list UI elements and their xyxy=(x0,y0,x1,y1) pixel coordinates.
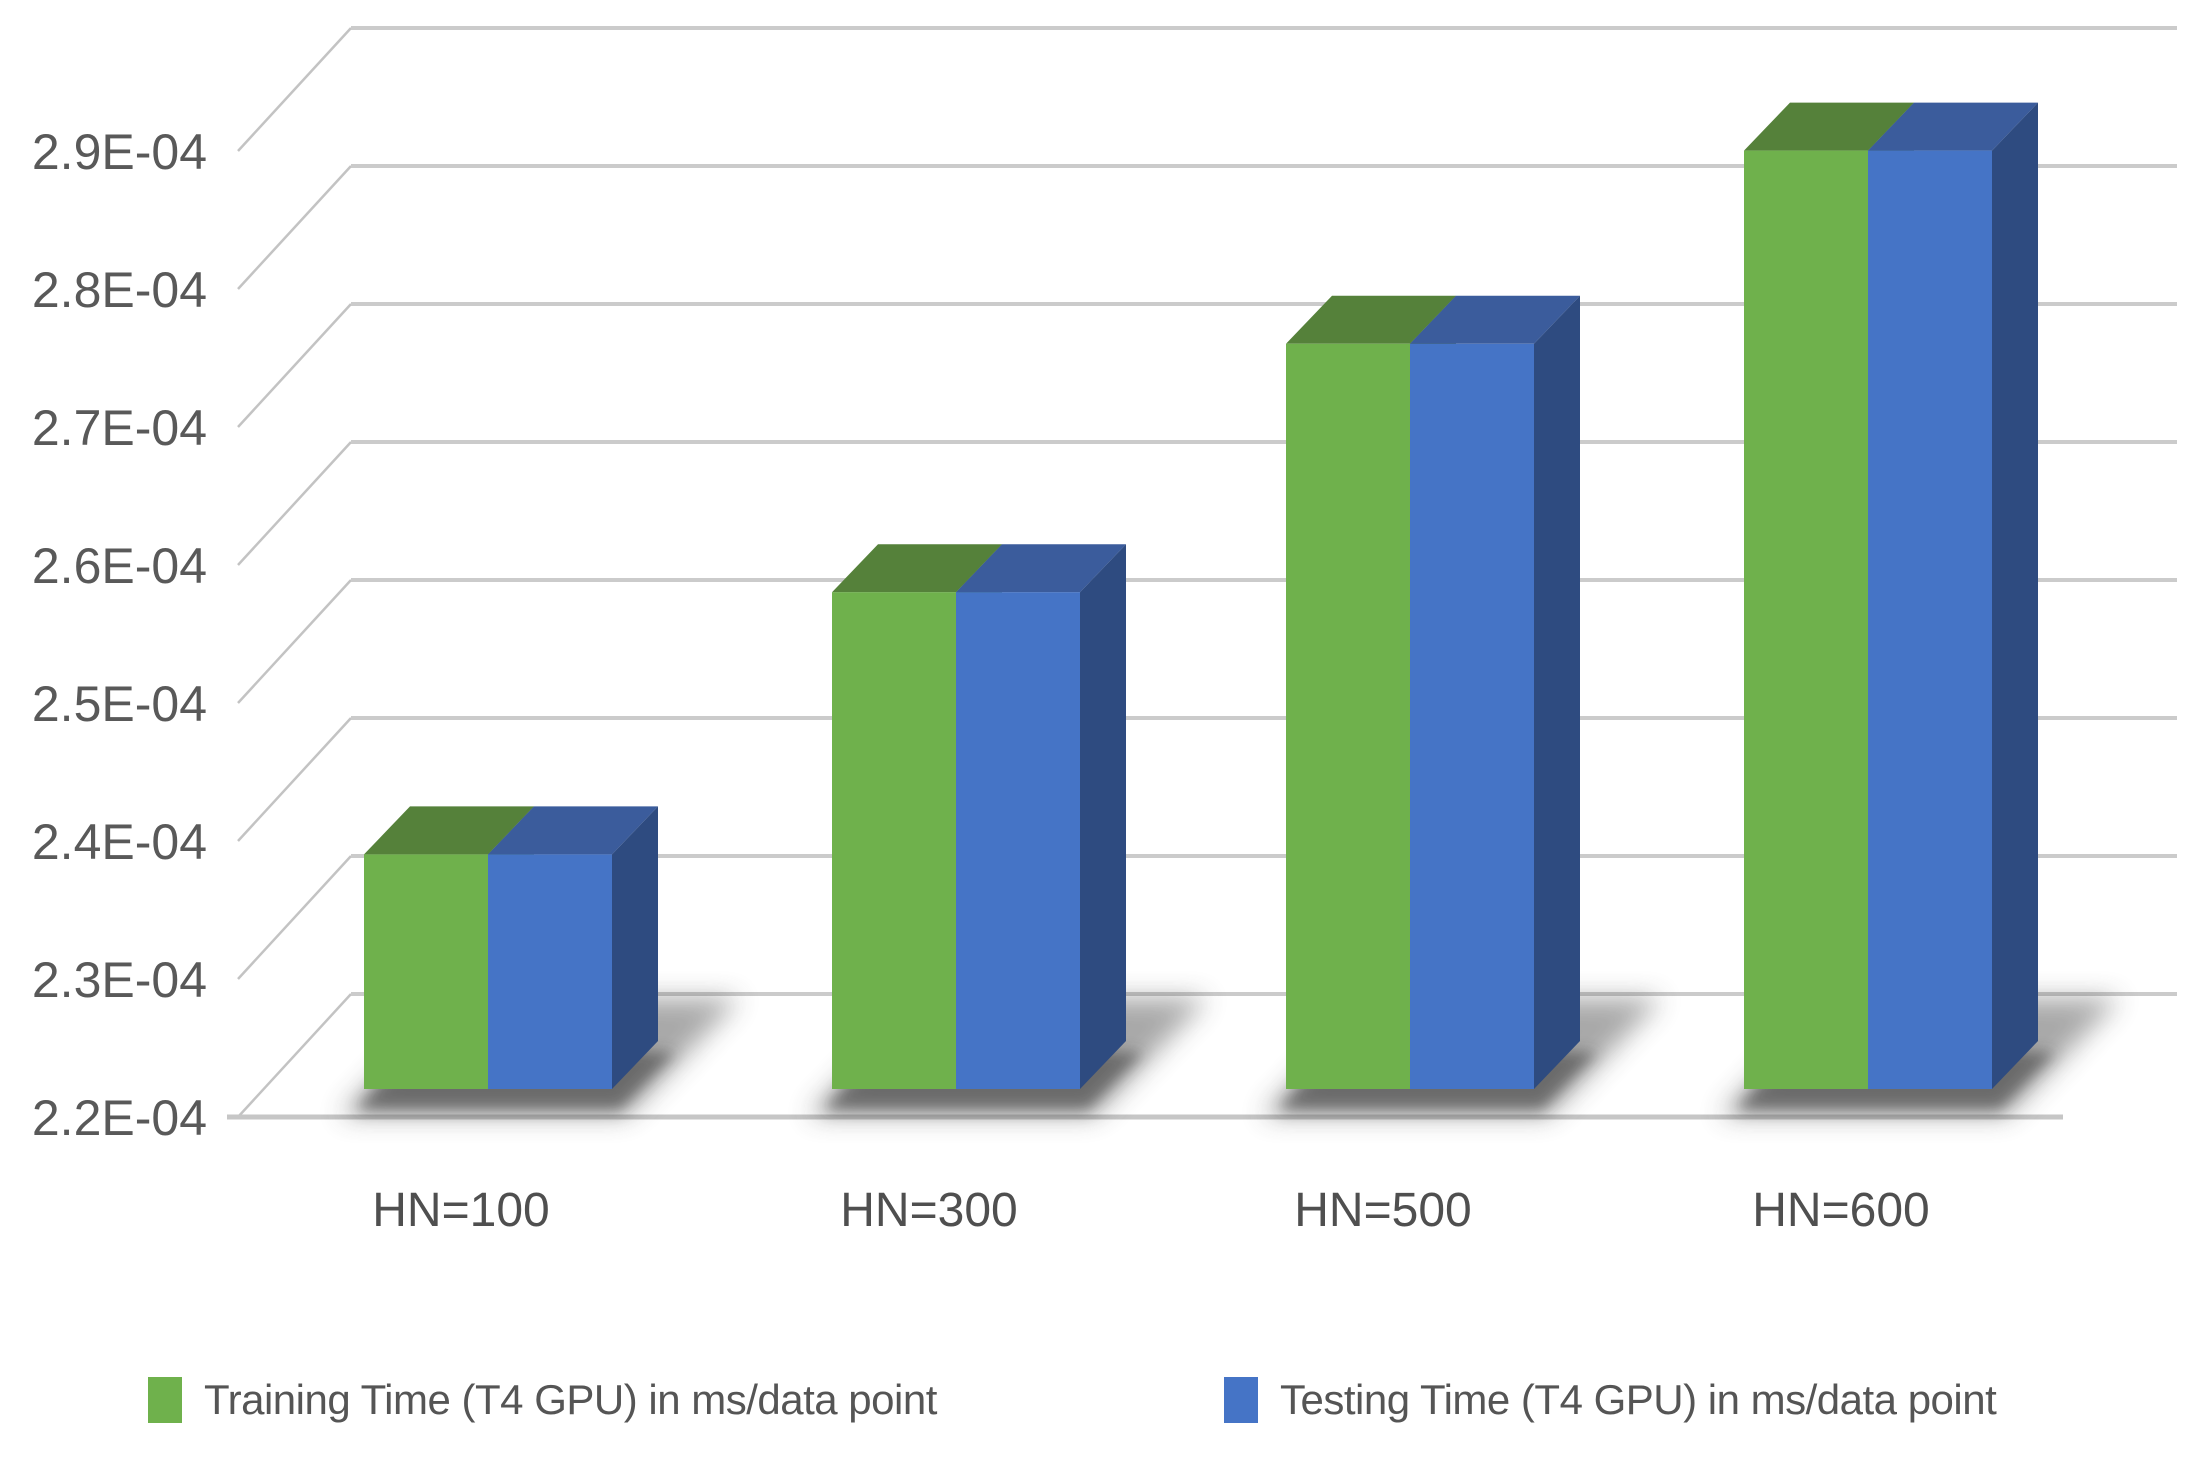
bar-top-face xyxy=(1286,295,1456,344)
y-axis-label: 2.8E-04 xyxy=(32,262,207,318)
legend-label-testing: Testing Time (T4 GPU) in ms/data point xyxy=(1280,1376,1997,1423)
y-axis-label: 2.9E-04 xyxy=(32,124,207,180)
legend-swatch xyxy=(1224,1377,1258,1423)
bar-top-face xyxy=(488,806,658,855)
y-axis-label: 2.3E-04 xyxy=(32,952,207,1008)
bar xyxy=(1868,102,2038,1090)
bar-top-face xyxy=(956,544,1126,593)
bar-front-face xyxy=(1410,343,1534,1089)
bar xyxy=(956,544,1126,1089)
bar xyxy=(488,806,658,1089)
y-axis-label: 2.6E-04 xyxy=(32,538,207,594)
bar-top-face xyxy=(364,806,534,855)
bar-top-face xyxy=(832,544,1002,593)
gridline-diagonal xyxy=(237,165,352,290)
gridline-diagonal xyxy=(237,993,352,1118)
gridline-diagonal xyxy=(237,717,352,842)
bar-front-face xyxy=(832,592,956,1089)
x-axis-label: HN=500 xyxy=(1294,1184,1471,1237)
bar-top-face xyxy=(1744,102,1914,151)
bar-front-face xyxy=(1868,150,1992,1090)
legend-label-training: Training Time (T4 GPU) in ms/data point xyxy=(204,1376,937,1423)
x-axis-label: HN=100 xyxy=(372,1184,549,1237)
legend-item-testing: Testing Time (T4 GPU) in ms/data point xyxy=(1224,1376,1997,1424)
bar-front-face xyxy=(488,854,612,1089)
y-axis-label: 2.4E-04 xyxy=(32,814,207,870)
y-axis-label: 2.5E-04 xyxy=(32,676,207,732)
chart-legend: Training Time (T4 GPU) in ms/data point … xyxy=(0,1376,2208,1446)
bar-front-face xyxy=(956,592,1080,1089)
bar-front-face xyxy=(364,854,488,1089)
legend-item-training: Training Time (T4 GPU) in ms/data point xyxy=(148,1376,937,1424)
y-axis-labels: 2.2E-04 2.3E-04 2.4E-04 2.5E-04 2.6E-04 2.7E-… xyxy=(32,124,207,1146)
bar-side-face xyxy=(612,806,658,1089)
gridline-diagonal xyxy=(237,441,352,566)
bar-side-face xyxy=(1080,544,1126,1089)
bar-side-face xyxy=(1534,295,1580,1089)
gridline-diagonal xyxy=(237,27,352,152)
y-axis-label: 2.2E-04 xyxy=(32,1090,207,1146)
bar-top-face xyxy=(1410,295,1580,344)
x-axis-label: HN=600 xyxy=(1752,1184,1929,1237)
gridline-diagonal xyxy=(237,855,352,980)
y-axis-label: 2.7E-04 xyxy=(32,400,207,456)
bar-top-face xyxy=(1868,102,2038,151)
legend-swatch xyxy=(148,1377,182,1423)
x-axis-label: HN=300 xyxy=(840,1184,1017,1237)
bar xyxy=(1410,295,1580,1089)
bar-front-face xyxy=(1744,150,1868,1090)
bar-front-face xyxy=(1286,343,1410,1089)
bar-side-face xyxy=(1992,102,2038,1090)
gridline-diagonal xyxy=(237,303,352,428)
gridline-diagonal xyxy=(237,579,352,704)
